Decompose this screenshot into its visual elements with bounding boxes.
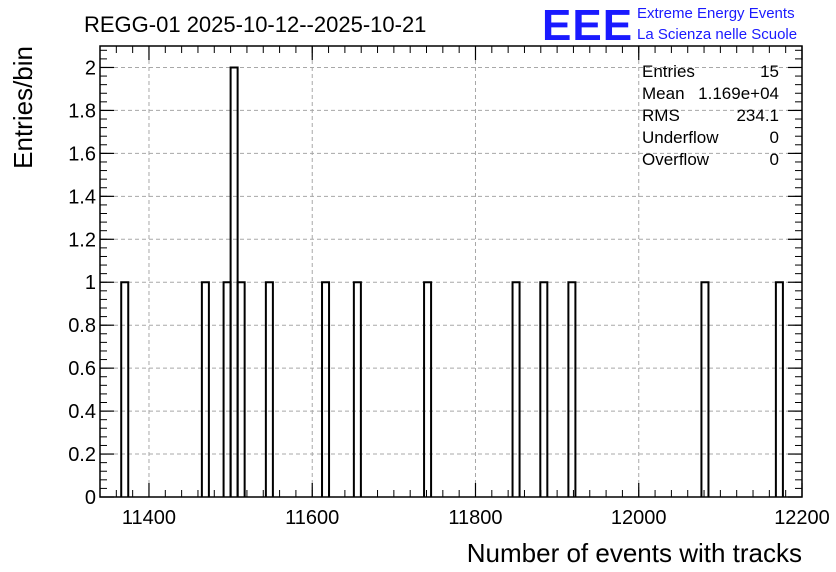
stats-entries-label: Entries <box>642 62 695 81</box>
histogram-bin <box>423 281 433 497</box>
y-tick-label: 1.2 <box>68 229 96 251</box>
histogram-bin <box>700 281 710 497</box>
histogram-bin <box>774 281 784 497</box>
stats-underflow-value: 0 <box>770 128 779 147</box>
x-tick-label: 11800 <box>448 507 502 529</box>
y-tick-label: 1.6 <box>68 143 96 165</box>
histogram-bin <box>567 281 577 497</box>
x-tick-label: 12200 <box>774 507 830 529</box>
stats-entries-value: 15 <box>760 62 779 81</box>
x-tick-label: 11400 <box>122 507 176 529</box>
y-tick-label: 0.2 <box>68 444 96 466</box>
y-tick-label: 1 <box>85 272 96 294</box>
histogram-bin <box>511 281 521 497</box>
y-tick-label: 0.8 <box>68 315 96 337</box>
histogram-bars <box>120 66 784 497</box>
histogram-bin <box>264 281 274 497</box>
y-tick-label: 0.4 <box>68 401 96 423</box>
eee-logo: EEE Extreme Energy Events La Scienza nel… <box>542 1 797 50</box>
axis-ticks <box>100 46 803 498</box>
logo-mark: EEE <box>542 1 633 50</box>
histogram-bin <box>236 281 246 497</box>
y-tick-label: 1.4 <box>68 186 96 208</box>
histogram-bin <box>321 281 331 497</box>
stats-mean-value: 1.169e+04 <box>698 84 779 103</box>
x-tick-label: 12000 <box>611 507 667 529</box>
tick-labels: 0 0.2 0.4 0.6 0.8 1 1.2 1.4 1.6 1.8 2 11400 11600 118… <box>68 57 830 529</box>
x-tick-label: 11600 <box>285 507 339 529</box>
histogram-bin <box>222 281 232 497</box>
y-tick-label: 1.8 <box>68 100 96 122</box>
grid-lines <box>100 46 802 497</box>
y-tick-label: 0 <box>85 487 96 509</box>
stats-box: Entries 15 Mean 1.169e+04 RMS 234.1 Unde… <box>642 62 779 169</box>
histogram-bin <box>120 281 130 497</box>
histogram-bin <box>539 281 549 497</box>
stats-mean-label: Mean <box>642 84 685 103</box>
stats-overflow-value: 0 <box>770 150 779 169</box>
chart-title: REGG-01 2025-10-12--2025-10-21 <box>84 12 426 37</box>
stats-rms-label: RMS <box>642 106 680 125</box>
stats-underflow-label: Underflow <box>642 128 719 147</box>
plot-frame <box>99 45 803 498</box>
stats-rms-value: 234.1 <box>736 106 779 125</box>
logo-line1: Extreme Energy Events <box>637 5 795 22</box>
x-axis-label: Number of events with tracks <box>467 538 802 568</box>
histogram-bin <box>352 281 362 497</box>
y-axis-label: Entries/bin <box>8 46 38 169</box>
logo-line2: La Scienza nelle Scuole <box>637 26 797 43</box>
y-tick-label: 0.6 <box>68 358 96 380</box>
stats-overflow-label: Overflow <box>642 150 710 169</box>
histogram-bin <box>200 281 210 497</box>
y-tick-label: 2 <box>85 57 96 79</box>
